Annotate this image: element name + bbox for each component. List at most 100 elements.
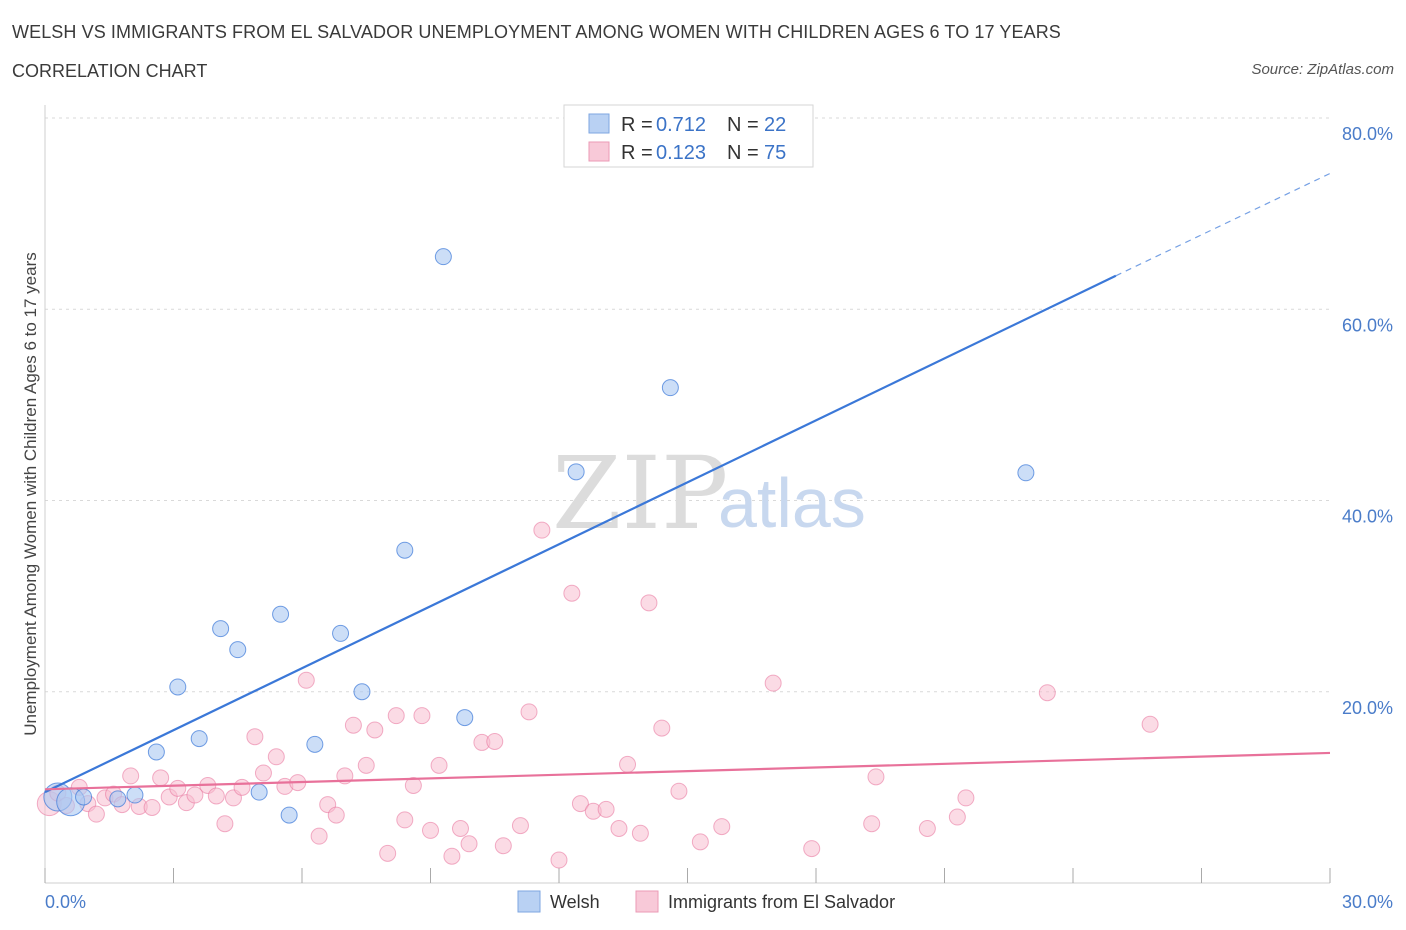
- salvador-point: [327, 806, 345, 824]
- salvador-point: [297, 671, 315, 689]
- salvador-point: [957, 789, 975, 807]
- salvador-point: [640, 594, 658, 612]
- welsh-point: [280, 806, 298, 824]
- salvador-point: [631, 824, 649, 842]
- welsh-point: [147, 743, 165, 761]
- legend-swatch-welsh: [588, 113, 610, 134]
- welsh-point: [396, 541, 414, 559]
- salvador-point: [143, 798, 161, 816]
- welsh-point: [75, 788, 93, 806]
- watermark-atlas: atlas: [718, 464, 866, 542]
- welsh-point: [229, 641, 247, 659]
- welsh-point: [212, 620, 230, 638]
- salvador-point: [87, 805, 105, 823]
- legend-n-value-welsh: 22: [764, 114, 786, 136]
- y-tick-label: 60.0%: [1342, 315, 1393, 335]
- salvador-points: [36, 521, 1159, 869]
- salvador-point: [803, 840, 821, 858]
- x-tick-label-max: 30.0%: [1342, 892, 1393, 912]
- salvador-point: [1038, 684, 1056, 702]
- salvador-point: [533, 521, 551, 539]
- salvador-point: [344, 716, 362, 734]
- y-axis-label: Unemployment Among Women with Children A…: [21, 252, 40, 736]
- y-tick-labels: 20.0% 40.0% 60.0% 80.0%: [1342, 124, 1393, 718]
- salvador-point: [764, 674, 782, 692]
- salvador-point: [216, 815, 234, 833]
- bottom-legend-label-welsh: Welsh: [550, 892, 600, 912]
- x-tick-labels: 0.0% 30.0%: [45, 892, 1393, 912]
- legend-r-value-salvador: 0.123: [656, 142, 706, 164]
- source-credit: Source: ZipAtlas.com: [1251, 61, 1394, 78]
- salvador-point: [422, 821, 439, 839]
- salvador-point: [653, 719, 671, 737]
- gridlines: [45, 117, 1330, 693]
- welsh-trendline: [44, 274, 1117, 794]
- welsh-point: [567, 463, 585, 481]
- salvador-point: [152, 769, 170, 787]
- salvador-point: [1141, 715, 1159, 733]
- salvador-point: [550, 851, 568, 869]
- welsh-point: [126, 786, 144, 804]
- trendlines: [44, 172, 1331, 794]
- salvador-point: [246, 728, 264, 746]
- welsh-point: [109, 790, 127, 808]
- welsh-point: [661, 379, 679, 397]
- welsh-point: [332, 624, 350, 642]
- salvador-point: [366, 721, 384, 739]
- legend-swatch-salvador: [588, 141, 610, 162]
- salvador-point: [207, 787, 225, 805]
- y-tick-label: 40.0%: [1342, 507, 1393, 527]
- salvador-point: [379, 844, 397, 862]
- legend-r-label-salvador: R =: [621, 142, 653, 164]
- salvador-point: [443, 847, 461, 865]
- salvador-point: [691, 833, 709, 851]
- bottom-legend-swatch-welsh: [517, 890, 541, 913]
- bottom-legend-label-salvador: Immigrants from El Salvador: [668, 892, 895, 912]
- salvador-point: [948, 808, 966, 826]
- chart-subtitle: CORRELATION CHART: [12, 61, 208, 81]
- salvador-point: [619, 755, 637, 773]
- salvador-point: [310, 827, 328, 845]
- salvador-point: [254, 764, 272, 782]
- salvador-point: [670, 782, 688, 800]
- welsh-trendline-extension: [1115, 172, 1331, 277]
- salvador-point: [918, 819, 936, 837]
- legend-n-value-salvador: 75: [764, 142, 786, 164]
- salvador-point: [357, 756, 375, 774]
- welsh-point: [306, 735, 324, 753]
- watermark: ZIP atlas: [552, 435, 866, 552]
- salvador-point: [404, 776, 422, 794]
- welsh-point: [434, 248, 452, 266]
- salvador-trendline: [44, 751, 1331, 791]
- y-tick-label: 20.0%: [1342, 698, 1393, 718]
- salvador-point: [267, 748, 285, 766]
- salvador-point: [511, 817, 529, 835]
- chart-title: WELSH VS IMMIGRANTS FROM EL SALVADOR UNE…: [12, 22, 1061, 42]
- salvador-point: [413, 707, 431, 725]
- legend-n-label-salvador: N =: [727, 142, 759, 164]
- bottom-legend-swatch-salvador: [635, 890, 659, 913]
- salvador-point: [610, 819, 628, 837]
- welsh-point: [1017, 464, 1035, 482]
- legend-box: R = 0.712 N = 22 R = 0.123 N = 75: [563, 104, 814, 168]
- salvador-point: [169, 779, 187, 797]
- salvador-point: [713, 818, 731, 836]
- welsh-point: [272, 605, 290, 623]
- salvador-point: [494, 837, 512, 855]
- salvador-point: [233, 778, 251, 796]
- salvador-point: [396, 811, 414, 829]
- legend-r-value-welsh: 0.712: [656, 114, 706, 136]
- legend-r-label-welsh: R =: [621, 114, 653, 136]
- salvador-point: [867, 768, 885, 786]
- salvador-point: [451, 819, 469, 837]
- salvador-point: [571, 795, 589, 813]
- salvador-point: [387, 707, 405, 725]
- bottom-legend: Welsh Immigrants from El Salvador: [517, 890, 895, 913]
- salvador-point: [520, 703, 538, 721]
- salvador-point: [430, 756, 448, 774]
- welsh-point: [353, 683, 371, 701]
- x-ticks: [44, 868, 1331, 883]
- welsh-point: [250, 783, 268, 801]
- x-tick-label-min: 0.0%: [45, 892, 86, 912]
